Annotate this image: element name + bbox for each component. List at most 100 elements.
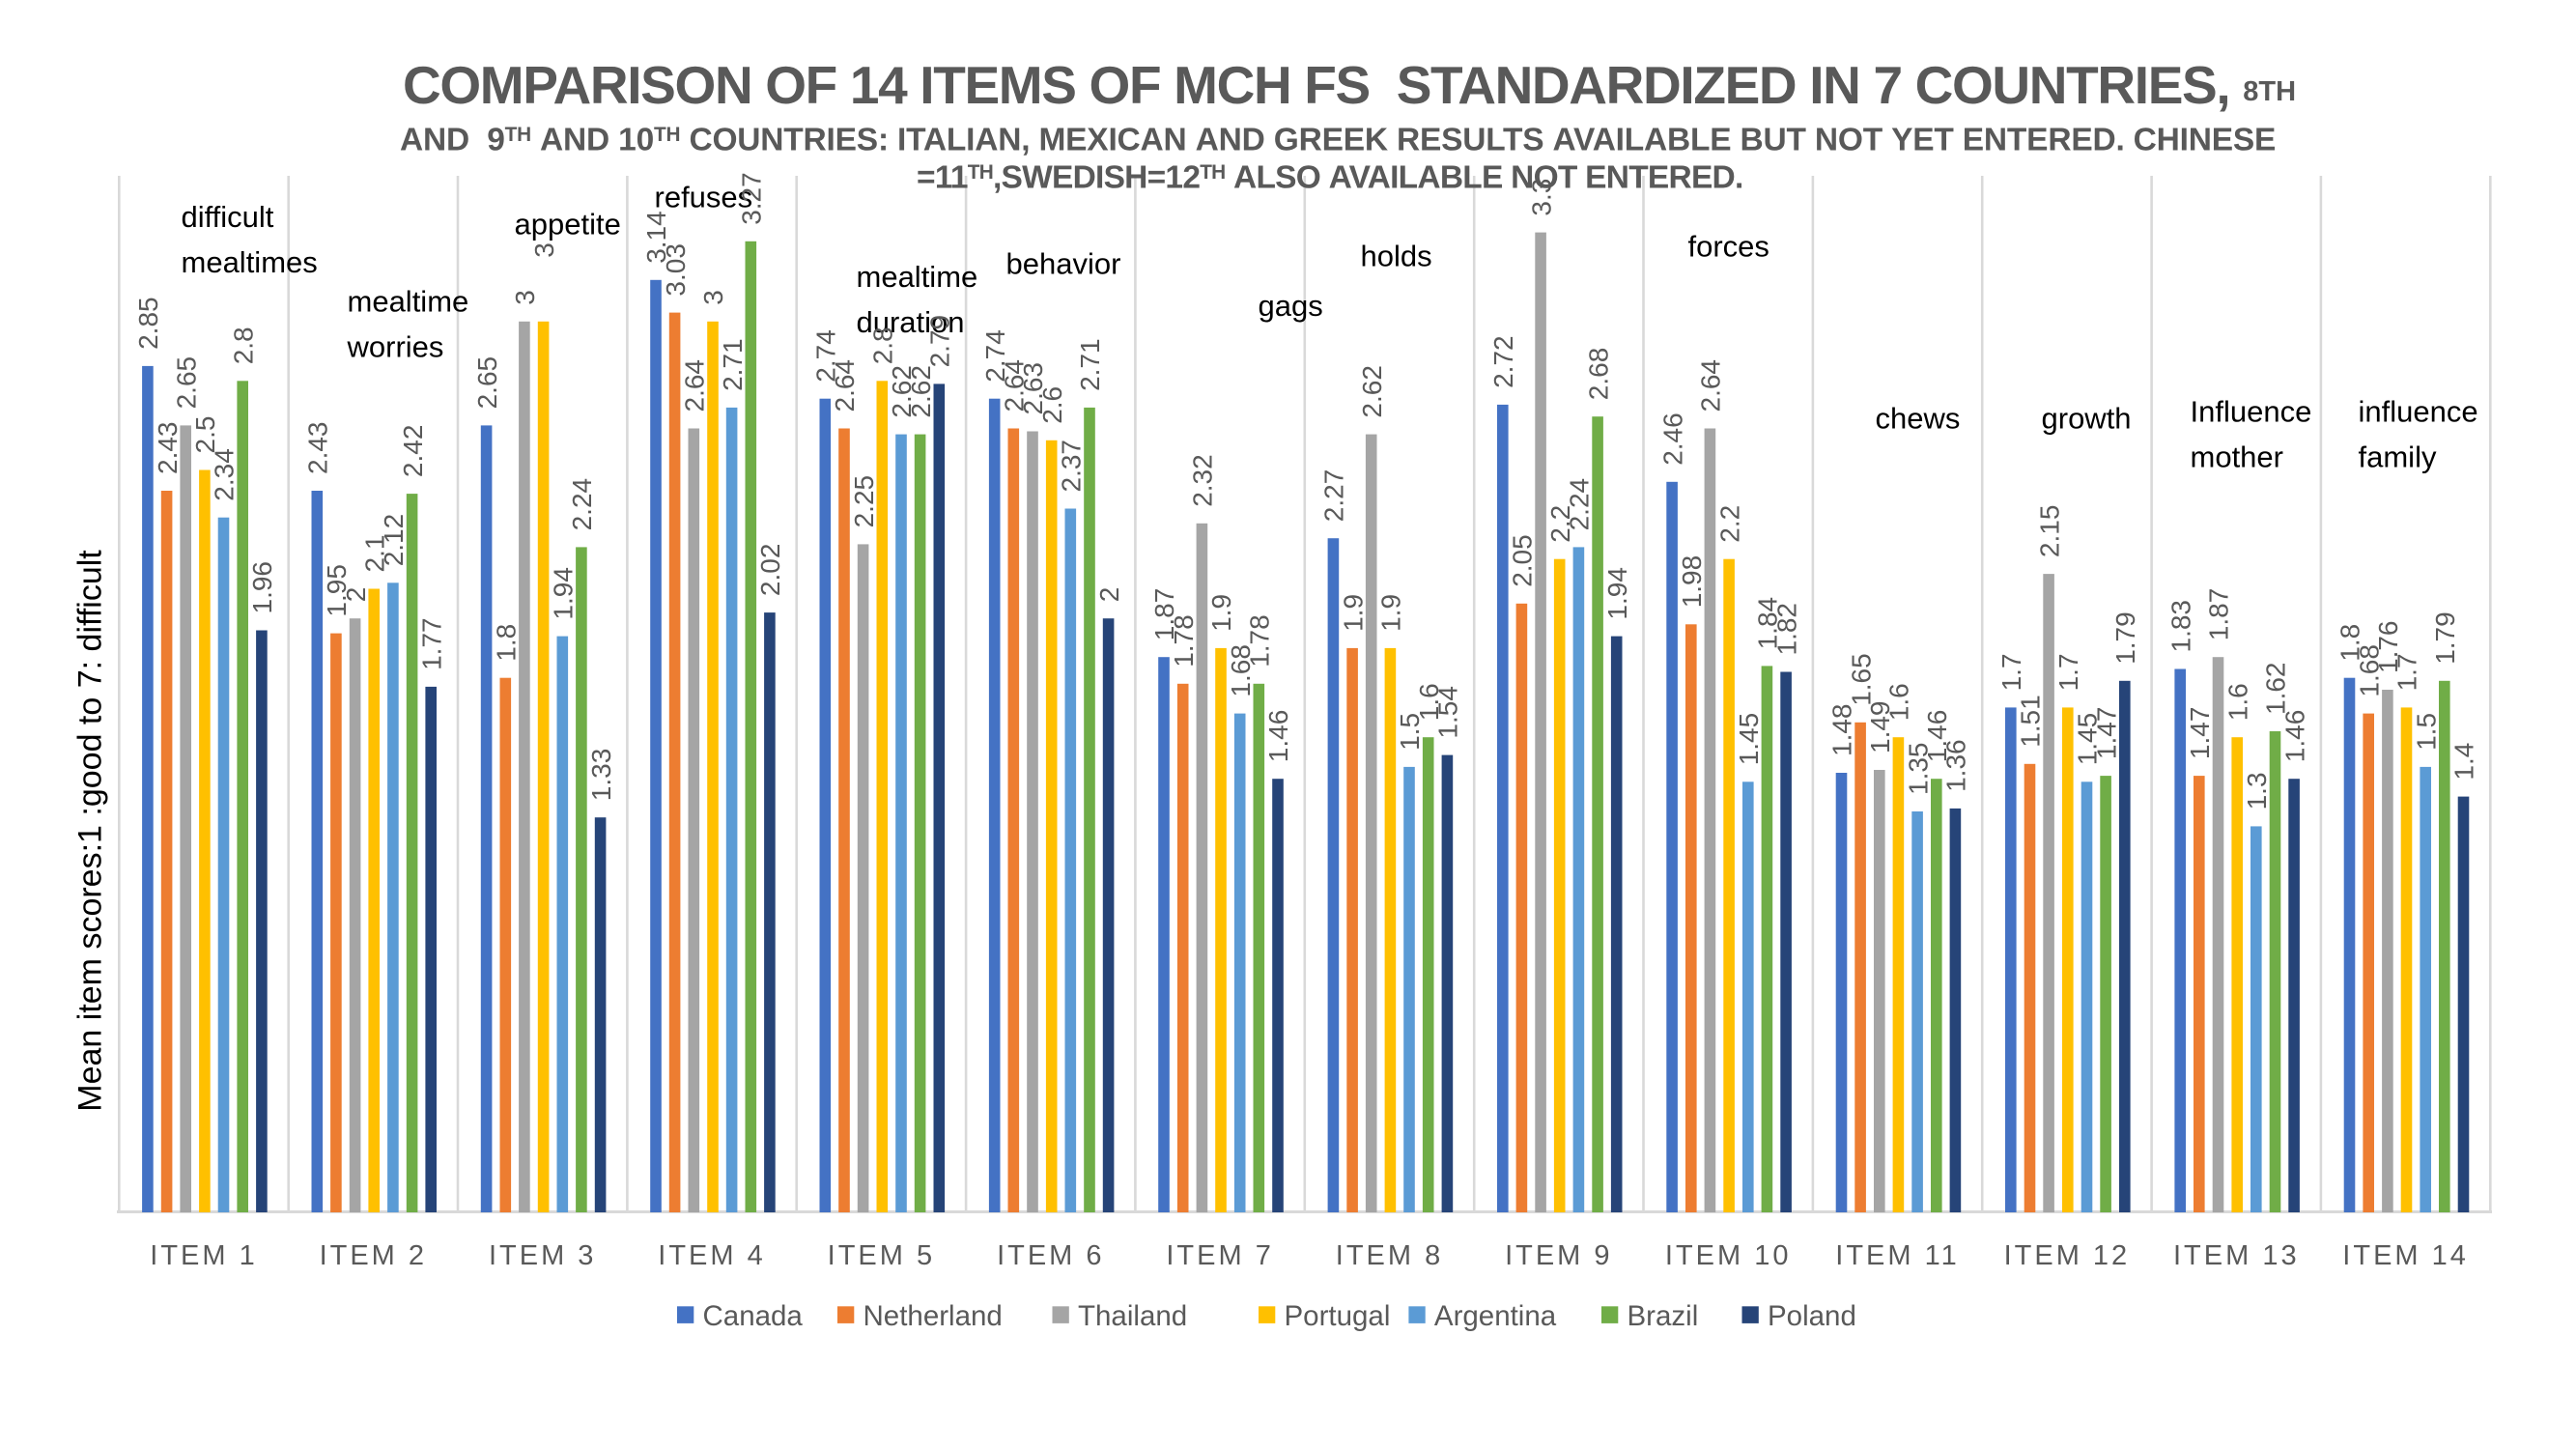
svg-text:ITEM 10: ITEM 10 xyxy=(1665,1240,1792,1271)
svg-text:1.78: 1.78 xyxy=(1169,614,1199,668)
svg-text:chews: chews xyxy=(1876,402,1961,436)
svg-text:1.5: 1.5 xyxy=(2411,713,2441,751)
svg-text:1.7: 1.7 xyxy=(2053,653,2083,691)
svg-text:2.6: 2.6 xyxy=(1037,386,1067,424)
svg-text:2.12: 2.12 xyxy=(379,514,409,567)
svg-text:gags: gags xyxy=(1259,289,1323,323)
svg-text:1.83: 1.83 xyxy=(2166,600,2195,653)
svg-text:2.68: 2.68 xyxy=(1583,348,1613,401)
svg-text:2: 2 xyxy=(341,587,371,603)
svg-text:2.74: 2.74 xyxy=(811,329,841,383)
svg-text:duration: duration xyxy=(857,305,965,339)
svg-text:1.9: 1.9 xyxy=(1338,594,1368,632)
svg-text:1.68: 1.68 xyxy=(2354,644,2384,697)
svg-text:1.79: 1.79 xyxy=(2110,611,2140,665)
svg-text:2.74: 2.74 xyxy=(980,329,1010,383)
svg-text:2.37: 2.37 xyxy=(1057,440,1087,493)
svg-text:ITEM 6: ITEM 6 xyxy=(997,1240,1104,1271)
svg-text:1.94: 1.94 xyxy=(1602,567,1632,620)
svg-text:2.71: 2.71 xyxy=(718,338,748,391)
svg-text:2.71: 2.71 xyxy=(1075,338,1105,391)
svg-text:2.8: 2.8 xyxy=(868,327,898,364)
svg-text:1.33: 1.33 xyxy=(586,749,616,802)
svg-text:growth: growth xyxy=(2042,402,2132,436)
svg-text:2.5: 2.5 xyxy=(190,416,220,454)
svg-text:2.62: 2.62 xyxy=(906,365,936,418)
svg-text:1.5: 1.5 xyxy=(1395,713,1425,751)
svg-text:2.27: 2.27 xyxy=(1319,469,1349,523)
svg-text:1.79: 1.79 xyxy=(2430,611,2460,665)
svg-text:appetite: appetite xyxy=(515,208,621,242)
svg-text:ITEM 9: ITEM 9 xyxy=(1505,1240,1612,1271)
svg-text:1.48: 1.48 xyxy=(1827,704,1857,757)
svg-text:2.64: 2.64 xyxy=(830,359,860,412)
svg-text:family: family xyxy=(2359,440,2437,474)
svg-text:2.24: 2.24 xyxy=(1565,478,1595,531)
svg-text:1.47: 1.47 xyxy=(2185,707,2215,760)
svg-text:ITEM 1: ITEM 1 xyxy=(150,1240,257,1271)
svg-text:Brazil: Brazil xyxy=(1628,1300,1699,1332)
svg-text:Poland: Poland xyxy=(1768,1300,1856,1332)
svg-text:mother: mother xyxy=(2191,440,2283,474)
svg-text:refuses: refuses xyxy=(655,181,753,214)
svg-text:2.25: 2.25 xyxy=(849,475,879,528)
svg-text:2.46: 2.46 xyxy=(1657,412,1687,466)
svg-text:3: 3 xyxy=(510,290,540,305)
svg-text:1.62: 1.62 xyxy=(2261,663,2291,716)
svg-text:1.46: 1.46 xyxy=(2279,710,2309,763)
svg-text:3.14: 3.14 xyxy=(641,211,671,264)
svg-text:2: 2 xyxy=(1094,587,1124,603)
svg-text:2.24: 2.24 xyxy=(567,478,597,531)
svg-text:Thailand: Thailand xyxy=(1078,1300,1187,1332)
svg-text:ITEM 7: ITEM 7 xyxy=(1166,1240,1273,1271)
svg-text:mealtimes: mealtimes xyxy=(182,245,318,279)
svg-text:ITEM 5: ITEM 5 xyxy=(828,1240,935,1271)
svg-text:2.2: 2.2 xyxy=(1545,505,1575,543)
svg-text:2.64: 2.64 xyxy=(680,359,710,412)
svg-text:2.2: 2.2 xyxy=(1714,505,1744,543)
svg-text:2.72: 2.72 xyxy=(1488,335,1518,388)
svg-text:2.65: 2.65 xyxy=(171,356,201,410)
svg-text:1.6: 1.6 xyxy=(1414,683,1444,721)
svg-text:2.62: 2.62 xyxy=(887,365,917,418)
svg-text:2.79: 2.79 xyxy=(925,315,955,368)
svg-text:2.15: 2.15 xyxy=(2034,505,2064,558)
svg-text:3.3: 3.3 xyxy=(1526,179,1556,216)
svg-text:Mean item scores:1 :good to 7:: Mean item scores:1 :good to 7: difficult xyxy=(72,550,109,1112)
svg-text:ITEM 11: ITEM 11 xyxy=(1835,1240,1959,1271)
svg-text:AND 9TH​ AND 10TH​ COUNTRIES:: AND 9TH​ AND 10TH​ COUNTRIES: ITALIAN, M… xyxy=(400,123,2276,158)
svg-text:1.9: 1.9 xyxy=(1376,594,1406,632)
svg-text:1.98: 1.98 xyxy=(1677,555,1707,609)
svg-text:COMPARISON OF 14 ITEMS OF MCH: COMPARISON OF 14 ITEMS OF MCH FS STANDAR… xyxy=(403,55,2296,115)
svg-text:1.54: 1.54 xyxy=(1433,686,1463,739)
svg-text:2.65: 2.65 xyxy=(472,356,502,410)
svg-text:1.76: 1.76 xyxy=(2373,621,2403,674)
svg-text:1.8: 1.8 xyxy=(2335,624,2365,662)
svg-text:1.87: 1.87 xyxy=(1149,588,1179,641)
svg-text:1.8: 1.8 xyxy=(492,624,522,662)
svg-text:2.42: 2.42 xyxy=(398,425,428,478)
svg-text:1.78: 1.78 xyxy=(1245,614,1275,668)
svg-text:1.77: 1.77 xyxy=(416,617,446,670)
svg-text:1.68: 1.68 xyxy=(1226,644,1256,697)
svg-text:2.32: 2.32 xyxy=(1188,454,1218,507)
svg-text:1.45: 1.45 xyxy=(1734,713,1764,766)
svg-text:influence: influence xyxy=(2359,395,2478,429)
svg-text:2.85: 2.85 xyxy=(133,297,163,350)
svg-text:Netherland: Netherland xyxy=(863,1300,1003,1332)
svg-text:Portugal: Portugal xyxy=(1285,1300,1391,1332)
svg-text:1.49: 1.49 xyxy=(1865,701,1895,754)
svg-text:behavior: behavior xyxy=(1006,247,1121,281)
svg-text:ITEM 8: ITEM 8 xyxy=(1336,1240,1443,1271)
svg-text:2.1: 2.1 xyxy=(359,535,389,573)
svg-text:1.47: 1.47 xyxy=(2091,707,2121,760)
svg-text:mealtime: mealtime xyxy=(348,285,469,319)
svg-text:1.45: 1.45 xyxy=(2073,713,2103,766)
svg-text:2.8: 2.8 xyxy=(228,327,258,364)
svg-text:ITEM 14: ITEM 14 xyxy=(2342,1240,2469,1271)
svg-text:Canada: Canada xyxy=(703,1300,804,1332)
svg-text:ITEM 3: ITEM 3 xyxy=(489,1240,596,1271)
svg-text:1.9: 1.9 xyxy=(1206,594,1236,632)
svg-text:1.46: 1.46 xyxy=(1922,710,1952,763)
svg-text:ITEM 12: ITEM 12 xyxy=(2004,1240,2131,1271)
